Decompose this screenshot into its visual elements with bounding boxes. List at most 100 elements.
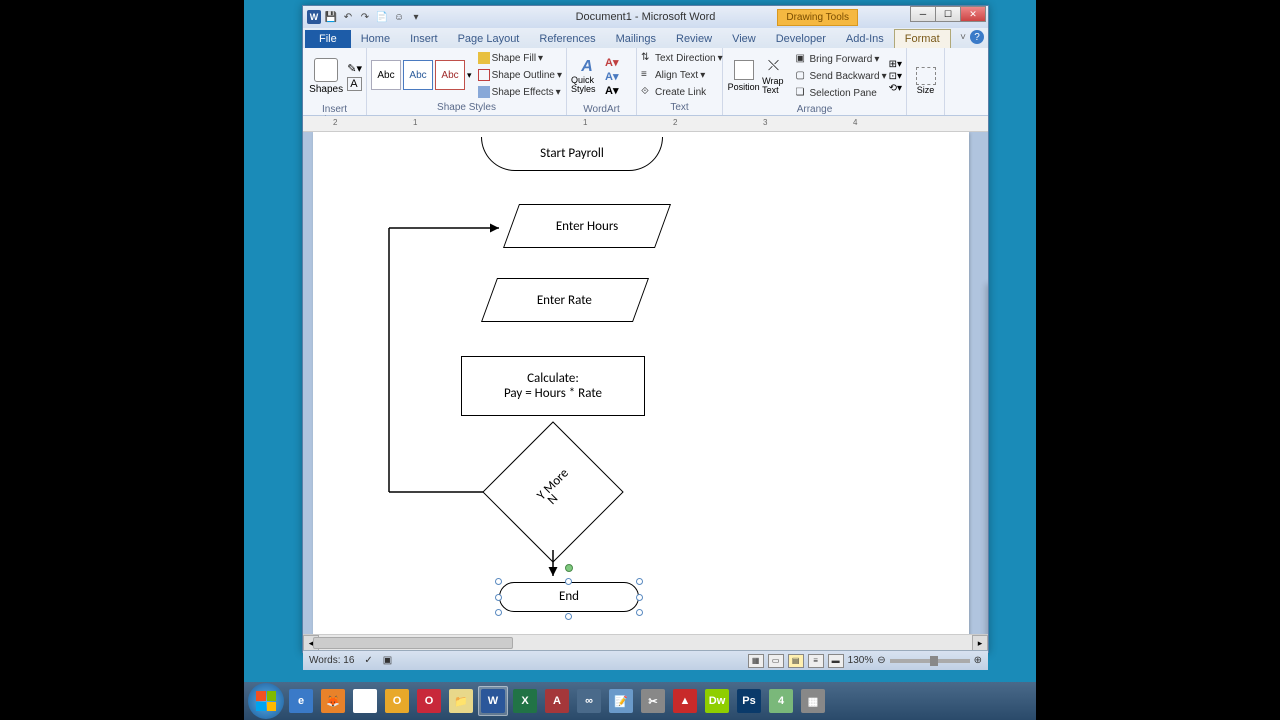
scroll-thumb[interactable] [313,637,513,649]
wrap-text-button[interactable]: ⤬ Wrap Text [762,50,793,102]
taskbar-dreamweaver[interactable]: Dw [702,686,732,716]
zoom-level[interactable]: 130% [848,655,874,666]
tab-addins[interactable]: Add-Ins [836,30,894,48]
tab-references[interactable]: References [529,30,605,48]
tab-page-layout[interactable]: Page Layout [448,30,530,48]
send-backward-button[interactable]: ▢Send Backward ▾ [796,68,887,84]
wordart-icon: A [581,58,593,76]
taskbar-chrome[interactable]: ◉ [350,686,380,716]
horizontal-scrollbar[interactable]: ◂ ▸ [303,634,988,650]
bring-forward-button[interactable]: ▣Bring Forward ▾ [796,51,887,67]
align-text-icon: ≡ [641,69,653,81]
shape-fill-button[interactable]: Shape Fill ▾ [478,50,562,66]
minimize-button[interactable]: ─ [910,6,936,22]
align-button[interactable]: ⊞▾ [889,59,902,70]
word-icon: W [307,10,321,24]
qat-emoji-icon[interactable]: ☺ [392,10,406,24]
create-link-button[interactable]: ⟐Create Link [641,84,723,100]
taskbar[interactable]: e🦊◉OO📁WXA∞📝✂▲DwPs4▦ [244,682,1036,720]
view-web[interactable]: ▤ [788,654,804,668]
tab-developer[interactable]: Developer [766,30,836,48]
opera-icon: O [417,689,441,713]
group-button[interactable]: ⊡▾ [889,71,902,82]
shape-effects-button[interactable]: Shape Effects ▾ [478,84,562,100]
qat-save-icon[interactable]: 💾 [324,10,338,24]
taskbar-outlook[interactable]: O [382,686,412,716]
word-count-label[interactable]: Words: [309,655,341,666]
zoom-thumb[interactable] [930,656,938,666]
style-gallery-more-icon[interactable]: ▾ [467,70,472,81]
shape-style-1[interactable]: Abc [371,60,401,90]
taskbar-access[interactable]: A [542,686,572,716]
align-text-button[interactable]: ≡Align Text ▾ [641,67,723,83]
shape-outline-button[interactable]: Shape Outline ▾ [478,67,562,83]
rotate-button[interactable]: ⟲▾ [889,83,902,94]
qat-new-icon[interactable]: 📄 [375,10,389,24]
view-print-layout[interactable]: ▦ [748,654,764,668]
tab-review[interactable]: Review [666,30,722,48]
taskbar-word[interactable]: W [478,686,508,716]
minimize-ribbon-icon[interactable]: ˅ [960,32,966,43]
zoom-out-button[interactable]: ⊖ [877,655,885,666]
textbox-icon[interactable]: A [347,77,362,91]
qat-undo-icon[interactable]: ↶ [341,10,355,24]
horizontal-ruler[interactable]: 2 1 1 2 3 4 [303,116,988,132]
tab-format[interactable]: Format [894,29,951,48]
shape-style-2[interactable]: Abc [403,60,433,90]
taskbar-app1[interactable]: ∞ [574,686,604,716]
tab-mailings[interactable]: Mailings [606,30,666,48]
taskbar-notepad[interactable]: 📝 [606,686,636,716]
taskbar-explorer[interactable]: 📁 [446,686,476,716]
qat-redo-icon[interactable]: ↷ [358,10,372,24]
ie-icon: e [289,689,313,713]
shapes-button[interactable]: Shapes [307,50,345,102]
document-area[interactable]: Start Payroll Enter Hours Enter Rate Cal… [303,132,988,634]
view-draft[interactable]: ▬ [828,654,844,668]
chrome-icon: ◉ [353,689,377,713]
taskbar-app2[interactable]: 4 [766,686,796,716]
flowchart-loop-arrow[interactable] [313,132,713,632]
scroll-right-button[interactable]: ▸ [972,635,988,651]
word-icon: W [481,689,505,713]
tab-insert[interactable]: Insert [400,30,448,48]
help-button[interactable]: ? [970,30,984,44]
text-fill-icon[interactable]: A▾ [605,56,618,69]
edit-shape-icon[interactable]: ✎▾ [347,62,362,75]
access-icon: A [545,689,569,713]
taskbar-app3[interactable]: ▦ [798,686,828,716]
page[interactable]: Start Payroll Enter Hours Enter Rate Cal… [313,132,969,634]
taskbar-ie[interactable]: e [286,686,316,716]
quick-styles-button[interactable]: A Quick Styles [571,50,603,102]
taskbar-firefox[interactable]: 🦊 [318,686,348,716]
taskbar-opera[interactable]: O [414,686,444,716]
taskbar-acrobat[interactable]: ▲ [670,686,700,716]
start-button[interactable] [248,683,284,719]
text-outline-icon[interactable]: A▾ [605,70,618,83]
titlebar[interactable]: W 💾 ↶ ↷ 📄 ☺ ▾ Document1 - Microsoft Word… [303,6,988,28]
maximize-button[interactable]: ☐ [935,6,961,22]
tab-home[interactable]: Home [351,30,400,48]
photoshop-icon: Ps [737,689,761,713]
zoom-in-button[interactable]: ⊕ [974,655,982,666]
text-direction-button[interactable]: ⇅Text Direction ▾ [641,50,723,66]
shape-style-3[interactable]: Abc [435,60,465,90]
taskbar-excel[interactable]: X [510,686,540,716]
view-outline[interactable]: ≡ [808,654,824,668]
macro-icon[interactable]: ▣ [383,655,392,666]
close-button[interactable]: ✕ [960,6,986,22]
explorer-icon: 📁 [449,689,473,713]
word-count-value[interactable]: 16 [343,655,354,666]
size-button[interactable]: Size [911,55,940,107]
taskbar-photoshop[interactable]: Ps [734,686,764,716]
text-effects-icon[interactable]: A▾ [605,84,618,97]
taskbar-snip[interactable]: ✂ [638,686,668,716]
proofing-icon[interactable]: ✓ [364,655,372,666]
position-button[interactable]: Position [727,50,760,102]
tab-file[interactable]: File [305,30,351,48]
view-full-screen[interactable]: ▭ [768,654,784,668]
tab-view[interactable]: View [722,30,766,48]
selection-pane-button[interactable]: ❏Selection Pane [796,85,887,101]
zoom-slider[interactable] [890,659,970,663]
qat-dropdown-icon[interactable]: ▾ [409,10,423,24]
flowchart: Start Payroll Enter Hours Enter Rate Cal… [313,132,969,634]
